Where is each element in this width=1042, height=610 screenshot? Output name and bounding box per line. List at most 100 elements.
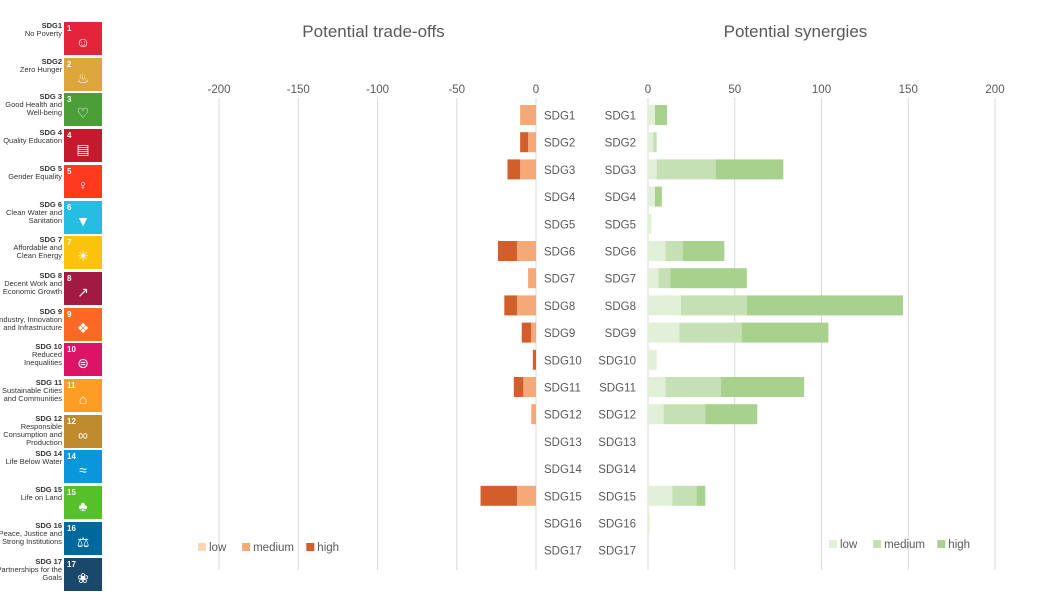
sdg-tile-number: 1	[67, 24, 72, 33]
left-category-label: SDG12	[544, 410, 582, 422]
left-category-label: SDG11	[544, 383, 581, 395]
sdg-panel-item: SDG 5 Gender Equality 5 ♀	[0, 164, 104, 199]
tradeoff-bar-high	[507, 159, 521, 180]
sdg-panel-name: Decent Work and Economic Growth	[2, 278, 62, 296]
left-category-label: SDG17	[544, 546, 582, 558]
sdg-panel-item: SDG 14 Life Below Water 14 ≈	[0, 450, 104, 484]
sdg-panel-name: Clean Water and Sanitation	[5, 207, 62, 225]
tradeoff-bar-medium	[528, 268, 536, 289]
sdg-panel-label: SDG 6 Clean Water and Sanitation	[0, 200, 62, 225]
synergy-bar-high	[741, 322, 829, 343]
synergy-bar-high	[670, 268, 747, 289]
sdg-tile: 16 ⚖	[64, 521, 102, 555]
sdg-tile-number: 11	[67, 381, 76, 390]
right-x-tick-label: 100	[812, 84, 831, 96]
synergy-bar-low	[648, 186, 655, 207]
sdg-panel-code: SDG 11	[35, 378, 62, 387]
tradeoff-legend-swatch-high	[306, 543, 315, 551]
synergy-bar-low	[648, 105, 655, 125]
sdg-tile-number: 2	[67, 59, 72, 69]
sdg-tile: 8 ↗	[64, 271, 102, 305]
sdg-panel-name: Life on Land	[20, 493, 62, 503]
sdg-tile: 14 ≈	[64, 450, 102, 484]
synergy-legend-swatch-low	[829, 540, 837, 548]
sdg-panel-code: SDG 9	[39, 306, 62, 316]
dove-icon: ⚖	[76, 533, 90, 550]
sdg-tile: 6 ▼	[64, 200, 102, 234]
left-category-label: SDG10	[544, 355, 582, 367]
left-category-label: SDG8	[544, 301, 575, 313]
sdg-panel-item: SDG 9 Industry, Innovation and Infrastruc…	[0, 306, 104, 342]
sdg-panel-item: SDG 12 Responsible Consumption and Produc…	[0, 414, 104, 449]
tradeoff-bar-high	[513, 377, 524, 397]
tradeoff-legend-swatch-low	[198, 543, 206, 551]
sdg-panel-item: SDG 10 Reduced Inequalities 10 ⊜	[0, 343, 104, 377]
tradeoff-bar-medium	[516, 295, 536, 316]
sdg-panel-item: SDG 17 Partnerships for the Goals 17 ❀	[0, 556, 104, 592]
right-category-label: SDG15	[598, 491, 636, 503]
sdg-panel-name: Industry, Innovation and Infrastructure	[0, 314, 62, 332]
sdg-panel-label: SDG 4 Quality Education	[0, 129, 62, 145]
infinity-icon: ∞	[78, 426, 88, 443]
sdg-panel-name: Affordable and Clean Energy	[13, 243, 62, 261]
right-category-label: SDG9	[605, 328, 636, 340]
right-category-label: SDG14	[598, 464, 636, 476]
synergy-bar-high	[746, 295, 904, 316]
synergy-bar-high	[682, 241, 725, 261]
right-x-tick-label: 50	[728, 84, 741, 96]
sdg-tile: 17 ❀	[64, 557, 102, 591]
city-icon: ⌂	[78, 391, 88, 407]
tradeoff-bar-high	[480, 485, 517, 506]
sdg-panel-label: SDG 16 Peace, Justice and Strong Institut…	[0, 521, 62, 546]
sdg-panel-name: Reduced Inequalities	[24, 350, 62, 368]
synergy-bar-low	[648, 295, 681, 316]
tradeoff-legend-label: medium	[253, 542, 294, 554]
synergy-bar-low	[648, 241, 666, 261]
left-category-label: SDG15	[544, 491, 582, 503]
sdg-panel-item: SDG 7 Affordable and Clean Energy 7 ☀	[0, 236, 104, 270]
right-category-label: SDG7	[605, 274, 636, 286]
synergy-bar-low	[648, 485, 673, 506]
sdg-panel-item: SDG 6 Clean Water and Sanitation 6 ▼	[0, 200, 104, 235]
sdg-panel-label: SDG 7 Affordable and Clean Energy	[0, 236, 62, 260]
sdg-panel-code: SDG 17	[35, 556, 62, 566]
left-x-tick-label: 0	[533, 84, 539, 96]
tradeoff-bar-high	[497, 241, 517, 261]
left-category-label: SDG3	[544, 165, 575, 177]
right-category-label: SDG4	[605, 192, 637, 204]
sdg-tile: 1 ☺	[64, 22, 102, 55]
sdg-tile: 3 ♡	[64, 93, 102, 127]
sdg-tile-number: 10	[67, 345, 76, 355]
synergy-bar-medium	[680, 295, 747, 316]
left-x-tick-label: -150	[287, 84, 310, 96]
synergy-bar-medium	[653, 132, 657, 153]
synergy-legend-label: low	[840, 539, 858, 551]
sdg-tile-number: 3	[67, 95, 72, 105]
sdg-panel-name: No Poverty	[24, 29, 62, 38]
synergy-bar-low	[648, 213, 652, 234]
sdg-panel-code: SDG2	[41, 56, 62, 66]
right-x-tick-label: 150	[899, 84, 918, 96]
synergy-bar-medium	[679, 322, 742, 343]
tree-icon: ♣	[78, 498, 88, 515]
right-category-label: SDG17	[598, 546, 636, 558]
sdg-panel-item: SDG 4 Quality Education 4 ▤	[0, 129, 104, 163]
synergy-legend-swatch-medium	[873, 540, 882, 548]
right-category-label: SDG16	[598, 519, 636, 531]
synergy-bar-low	[648, 268, 659, 289]
sdg-panel-label: SDG 11 Sustainable Cities and Communities	[0, 379, 62, 403]
left-category-label: SDG4	[544, 192, 576, 204]
right-category-label: SDG3	[605, 165, 636, 177]
sdg-panel-item: SDG 8 Decent Work and Economic Growth 8 ↗	[0, 271, 104, 306]
sdg-panel-name: Zero Hunger	[19, 64, 62, 74]
left-category-label: SDG14	[544, 464, 582, 476]
book-icon: ▤	[76, 141, 90, 158]
left-category-label: SDG9	[544, 328, 575, 340]
fish-icon: ≈	[79, 462, 87, 479]
tradeoff-legend-swatch-medium	[242, 543, 251, 551]
sdg-panel-label: SDG2 Zero Hunger	[0, 56, 62, 74]
sdg-panel-name: Quality Education	[3, 136, 62, 146]
sdg-panel-item: SDG1 No Poverty 1 ☺	[0, 22, 104, 56]
sdg-tile-number: 7	[67, 238, 72, 248]
sdg-tile-number: 16	[67, 523, 76, 533]
